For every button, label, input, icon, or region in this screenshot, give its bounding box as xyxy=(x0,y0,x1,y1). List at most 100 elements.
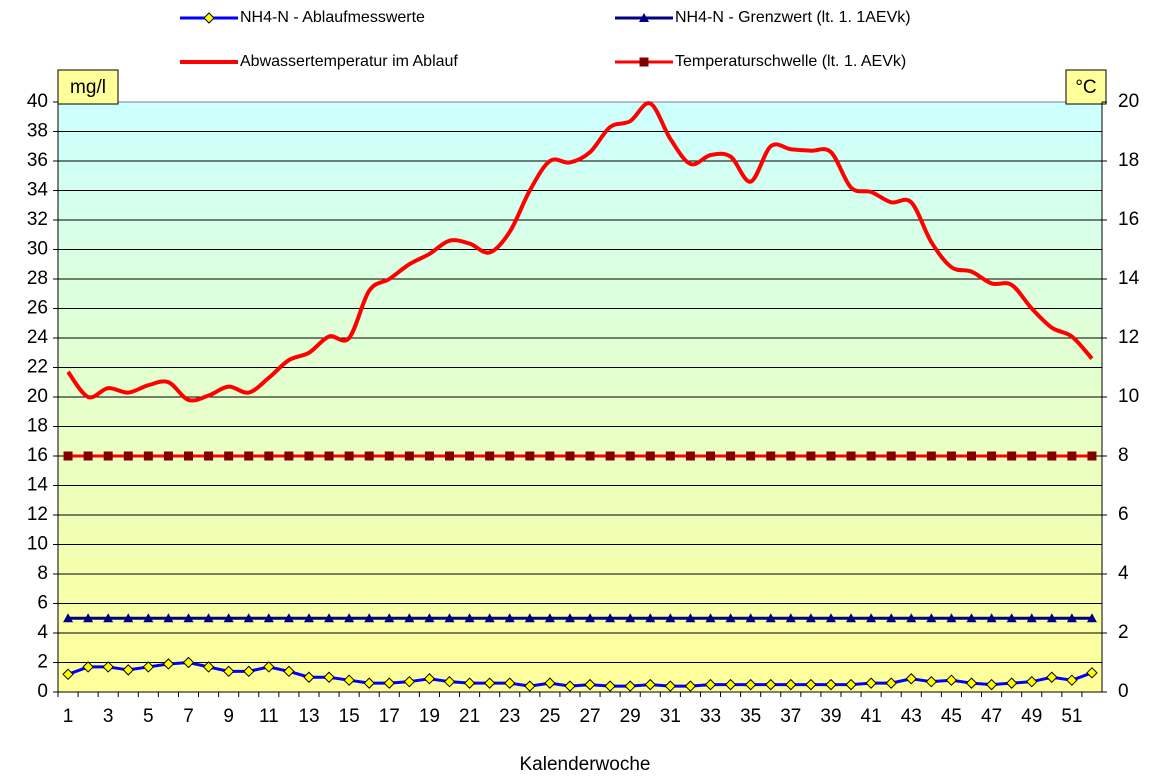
marker xyxy=(684,680,697,692)
marker xyxy=(404,451,414,461)
x-tick-label: 19 xyxy=(419,706,440,727)
marker xyxy=(243,665,255,678)
series-line xyxy=(66,101,1094,403)
marker xyxy=(524,613,535,623)
marker xyxy=(1005,677,1018,689)
x-tick-label: 3 xyxy=(103,706,114,727)
marker xyxy=(605,451,615,461)
y2-tick-label: 20 xyxy=(1118,91,1139,112)
marker xyxy=(123,451,133,461)
marker xyxy=(704,678,717,691)
x-tick-label: 23 xyxy=(499,706,520,727)
legend-label: NH4-N - Grenzwert (lt. 1. 1AEVk) xyxy=(675,9,911,26)
y-tick-label: 24 xyxy=(27,327,49,348)
marker xyxy=(826,451,836,461)
x-tick-label: 41 xyxy=(861,706,882,727)
marker xyxy=(324,613,335,623)
marker xyxy=(504,613,515,623)
marker xyxy=(504,677,516,689)
x-tick-label: 37 xyxy=(780,706,801,727)
marker xyxy=(1067,451,1077,461)
y2-tick-label: 8 xyxy=(1118,445,1129,466)
marker xyxy=(544,677,556,689)
x-tick-label: 27 xyxy=(579,706,600,727)
y-axis-title: mg/l xyxy=(70,77,106,98)
marker xyxy=(203,12,215,24)
marker xyxy=(584,678,596,691)
marker xyxy=(625,451,635,461)
marker xyxy=(905,673,917,685)
marker xyxy=(1086,613,1097,623)
marker xyxy=(685,451,695,461)
y-axis-title-box xyxy=(57,69,119,105)
marker xyxy=(945,674,958,686)
marker xyxy=(564,613,575,623)
marker xyxy=(103,613,114,623)
marker xyxy=(967,451,976,461)
marker xyxy=(182,656,195,669)
y-tick-label: 32 xyxy=(27,209,48,230)
y-tick-label: 6 xyxy=(37,593,48,614)
y2-axis-title: °C xyxy=(1075,77,1096,98)
marker xyxy=(524,680,536,692)
marker xyxy=(846,451,856,461)
marker xyxy=(1046,671,1058,683)
marker xyxy=(866,451,876,461)
marker xyxy=(966,613,977,623)
y2-tick-label: 6 xyxy=(1118,504,1129,525)
marker xyxy=(303,671,315,683)
marker xyxy=(244,451,254,461)
y-tick-label: 26 xyxy=(27,298,48,319)
x-tick-label: 45 xyxy=(941,706,962,727)
y2-tick-label: 4 xyxy=(1118,563,1129,584)
marker xyxy=(464,613,475,623)
marker xyxy=(785,613,796,623)
marker xyxy=(644,678,656,691)
marker xyxy=(204,451,214,461)
marker xyxy=(786,451,796,461)
marker xyxy=(82,661,94,673)
marker xyxy=(639,13,649,22)
y-tick-label: 18 xyxy=(27,416,48,437)
marker xyxy=(746,451,756,461)
y-tick-label: 36 xyxy=(27,150,48,171)
marker xyxy=(443,675,456,688)
marker xyxy=(805,678,817,691)
x-tick-label: 15 xyxy=(339,706,360,727)
y-tick-label: 34 xyxy=(27,180,49,201)
marker xyxy=(263,613,274,623)
marker xyxy=(423,673,436,685)
marker xyxy=(83,613,94,623)
marker xyxy=(163,451,173,461)
marker xyxy=(485,451,495,461)
marker xyxy=(946,451,956,461)
marker xyxy=(364,613,375,623)
marker xyxy=(585,451,595,461)
legend-label: Temperaturschwelle (lt. 1. AEVk) xyxy=(675,53,906,70)
marker xyxy=(283,613,294,623)
marker xyxy=(846,613,857,623)
x-tick-label: 35 xyxy=(740,706,761,727)
marker xyxy=(222,665,235,678)
marker xyxy=(364,451,374,461)
marker xyxy=(985,678,998,691)
y2-tick-label: 16 xyxy=(1118,209,1139,230)
x-tick-label: 17 xyxy=(379,706,400,727)
marker xyxy=(243,613,254,623)
marker xyxy=(344,451,354,461)
marker xyxy=(865,677,877,689)
x-tick-label: 25 xyxy=(539,706,560,727)
marker xyxy=(585,613,596,623)
marker xyxy=(946,613,957,623)
marker xyxy=(444,613,455,623)
x-tick-label: 1 xyxy=(63,706,74,727)
marker xyxy=(625,613,636,623)
marker xyxy=(424,451,434,461)
marker xyxy=(465,451,475,461)
marker xyxy=(1026,675,1038,688)
marker xyxy=(102,661,114,673)
y2-tick-label: 2 xyxy=(1118,622,1129,643)
marker xyxy=(545,451,555,461)
